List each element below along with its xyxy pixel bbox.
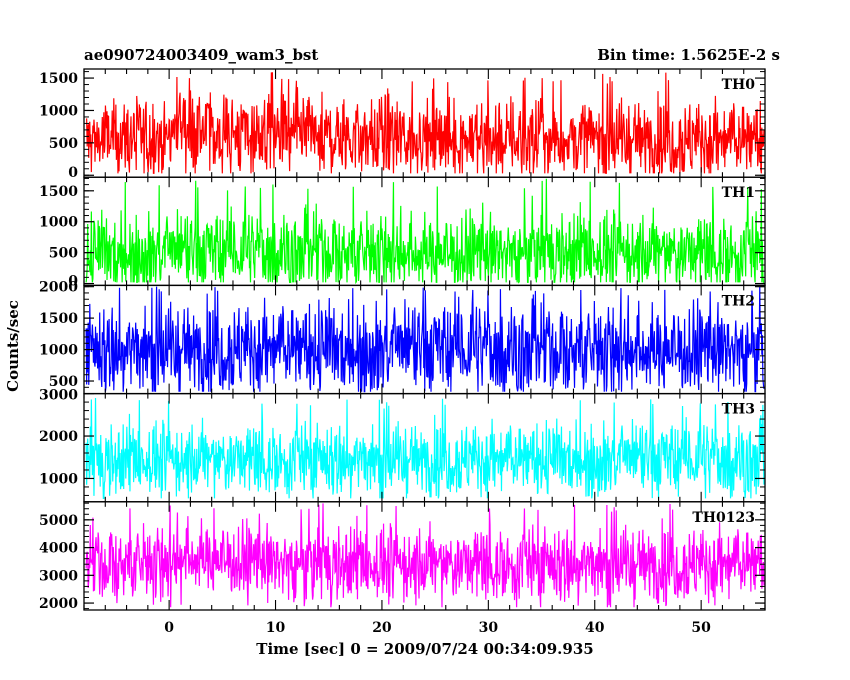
y-tick-label: 1000 (39, 343, 78, 359)
y-tick-label: 5000 (39, 513, 78, 529)
y-tick-label: 1500 (39, 71, 78, 87)
series-line-th0123 (85, 503, 765, 608)
panel-th1: 0 500 1000 1500 TH1 (39, 176, 766, 289)
x-axis-title: Time [sec] 0 = 2009/07/24 00:34:09.935 (256, 640, 593, 658)
panel-label-th0: TH0 (722, 77, 756, 93)
y-tick-label: 3000 (39, 388, 78, 404)
x-axis: 0 10 20 30 40 50 (164, 620, 711, 636)
y-tick-label: 1000 (39, 215, 78, 231)
y-tick-label: 500 (49, 246, 78, 262)
panels-group: 0 500 1000 1500 TH0 0 500 1000 1500 TH1 500 1000 150… (39, 68, 766, 612)
x-tick-label: 10 (266, 620, 286, 636)
y-tick-label: 4000 (39, 541, 78, 557)
y-tick-label: 3000 (39, 568, 78, 584)
x-tick-label: 40 (585, 620, 605, 636)
y-tick-label: 1500 (39, 311, 78, 327)
panel-label-th0123: TH0123 (692, 510, 755, 526)
y-tick-label: 2000 (39, 596, 78, 612)
y-tick-label: 0 (68, 165, 78, 181)
panel-th0: 0 500 1000 1500 TH0 (39, 68, 766, 181)
panel-label-th2: TH2 (722, 293, 755, 309)
y-tick-label: 1000 (39, 103, 78, 119)
x-tick-label: 50 (691, 620, 711, 636)
x-tick-label: 20 (372, 620, 392, 636)
panel-label-th1: TH1 (722, 185, 755, 201)
y-tick-label: 2000 (39, 429, 78, 445)
panel-th2: 500 1000 1500 2000 TH2 (39, 280, 766, 395)
x-tick-label: 0 (164, 620, 174, 636)
y-tick-label: 1000 (39, 471, 78, 487)
panel-label-th3: TH3 (722, 402, 755, 418)
y-tick-label: 500 (49, 374, 78, 390)
series-line-th1 (85, 178, 765, 285)
y-axis-title: Counts/sec (4, 300, 22, 392)
bin-time-label: Bin time: 1.5625E-2 s (597, 46, 780, 64)
series-line-th2 (85, 286, 765, 393)
series-line-th3 (85, 398, 765, 500)
y-tick-label: 2000 (39, 280, 78, 296)
panel-th0123: 2000 3000 4000 5000 TH0123 (39, 501, 766, 612)
x-tick-label: 30 (479, 620, 499, 636)
y-tick-label: 500 (49, 136, 78, 152)
series-line-th0 (86, 72, 765, 174)
panel-th3: 1000 2000 3000 TH3 (39, 388, 766, 503)
plot-title: ae090724003409_wam3_bst (84, 46, 318, 64)
y-tick-label: 1500 (39, 184, 78, 200)
y-tick-label: 0 (68, 273, 78, 289)
